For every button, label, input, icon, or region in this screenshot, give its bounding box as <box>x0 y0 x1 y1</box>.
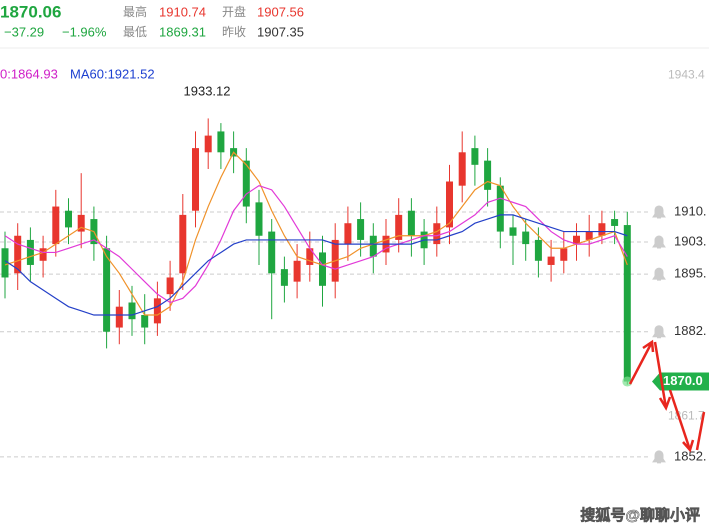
bell-icon <box>652 205 666 219</box>
candle-body <box>306 248 314 265</box>
price-tag <box>652 372 709 391</box>
open: 1907.56 <box>257 4 304 19</box>
low-label: 最低 <box>123 25 147 39</box>
change: −37.29 <box>4 24 44 39</box>
candle-body <box>534 239 542 261</box>
bell-icon <box>652 325 666 339</box>
candle-body <box>115 306 123 328</box>
price-tag-label: 1870.0 <box>663 373 703 388</box>
candle-body <box>103 248 111 332</box>
y-tick-label: 1861.7 <box>668 409 705 423</box>
candle-body <box>52 206 60 245</box>
candle-body <box>560 248 568 261</box>
candle-body <box>573 235 580 245</box>
prev-close-label: 昨收 <box>222 25 246 39</box>
candle-body <box>166 277 174 295</box>
candle-body <box>242 160 250 207</box>
ma-line <box>4 151 628 316</box>
candle-body <box>623 225 631 382</box>
candle-body <box>293 260 301 282</box>
candle-body <box>585 231 593 240</box>
candle-body <box>179 214 187 274</box>
candle-body <box>446 181 453 228</box>
candle-body <box>433 223 441 245</box>
plot: 1943.4 1861.7 1910. 1903. 1895. 1882. 1852. 187… <box>0 68 709 464</box>
candle-body <box>369 235 377 257</box>
high: 1910.74 <box>159 4 206 19</box>
candle-body <box>522 231 530 245</box>
candle-body <box>547 256 555 265</box>
alert-label: 1882. <box>674 323 707 338</box>
candle-body <box>153 298 161 324</box>
candle-body <box>65 210 72 228</box>
price-glow <box>622 376 633 387</box>
candle-body <box>319 252 326 286</box>
candle-body <box>598 223 606 236</box>
candle-body <box>280 269 288 286</box>
prev-close: 1907.35 <box>257 24 304 39</box>
price: 1870.06 <box>0 2 61 21</box>
candle-body <box>344 223 352 245</box>
candle-body <box>509 227 517 236</box>
candle-body <box>496 185 504 232</box>
candle-body <box>128 302 136 320</box>
candle-body <box>471 148 479 165</box>
alert-label: 1903. <box>674 233 707 248</box>
candle-body <box>192 148 199 211</box>
candle-body <box>204 135 212 153</box>
candle-body <box>217 131 225 153</box>
watermark: 搜狐号@聊聊小评 <box>580 506 700 524</box>
ma-line <box>4 214 628 316</box>
alert-label: 1852. <box>674 448 707 463</box>
candle-body <box>484 160 492 190</box>
candle-body <box>77 214 85 232</box>
candle-body <box>1 248 9 278</box>
candle-body <box>458 152 466 186</box>
ma-label: MA60:1921.52 <box>70 66 155 81</box>
candle-body <box>141 315 149 328</box>
candle-body <box>611 219 619 226</box>
candle-body <box>407 210 415 236</box>
bell-icon <box>652 450 666 464</box>
candle-body <box>268 231 276 274</box>
bell-icon <box>652 235 666 249</box>
alert-label: 1895. <box>674 266 707 281</box>
y-tick-label: 1943.4 <box>668 68 705 82</box>
hand-arrows <box>628 339 706 453</box>
bell-icon <box>652 267 666 281</box>
candle-body <box>26 239 34 265</box>
candle-body <box>255 202 263 236</box>
low: 1869.31 <box>159 24 206 39</box>
candle-body <box>14 235 22 274</box>
open-label: 开盘 <box>222 4 246 19</box>
ma-label: 0:1864.93 <box>0 66 58 81</box>
max-annotation: 1933.12 <box>184 83 231 98</box>
candle-body <box>39 248 47 261</box>
alert-label: 1910. <box>674 203 707 218</box>
candle-body <box>395 214 403 240</box>
change-pct: −1.96% <box>62 24 107 39</box>
ma-line <box>4 185 628 304</box>
candle-body <box>357 219 365 240</box>
high-label: 最高 <box>123 4 147 19</box>
